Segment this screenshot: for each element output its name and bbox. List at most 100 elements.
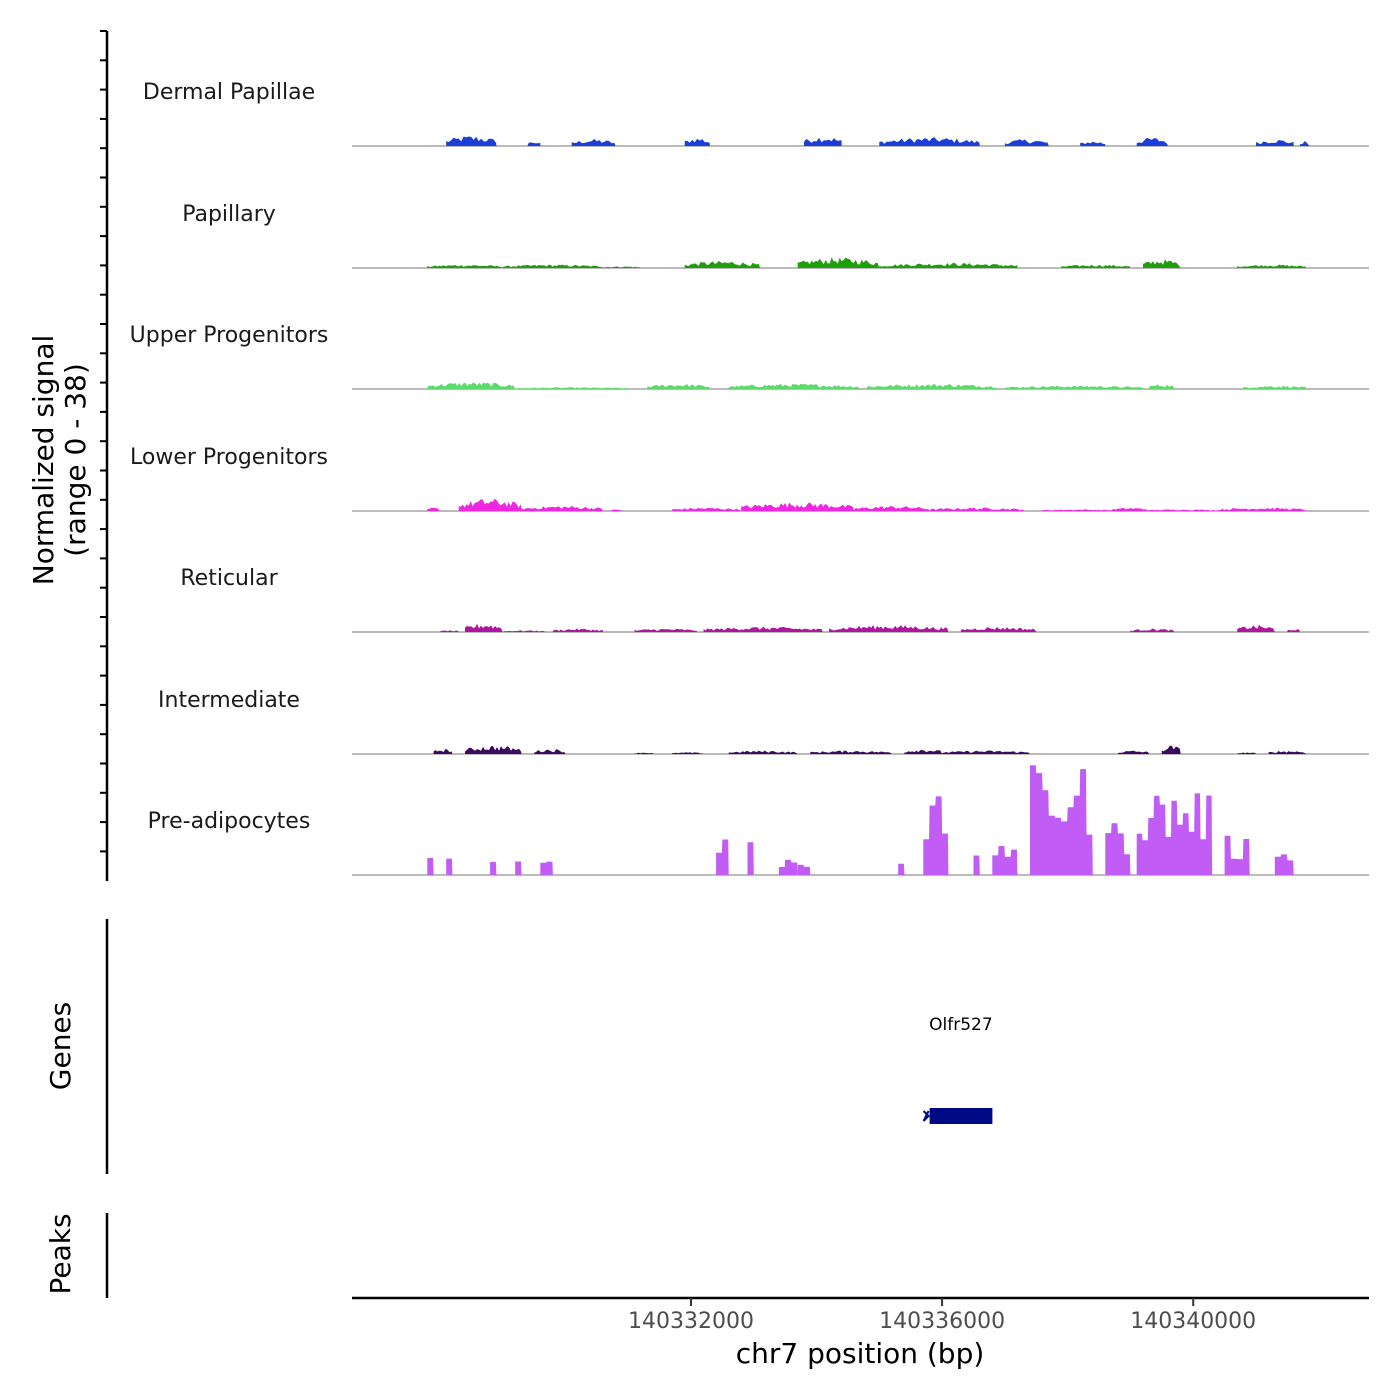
y-axis-title-line1: Normalized signal	[27, 335, 60, 586]
track-label: Intermediate	[158, 688, 300, 713]
gene-annotations: Olfr527	[922, 1015, 993, 1124]
track-label: Reticular	[180, 566, 278, 591]
track-lower-progenitors: Lower Progenitors	[130, 445, 1369, 512]
x-axis-ticks: 140332000 140336000 140340000	[628, 1298, 1256, 1334]
signal-region	[439, 630, 459, 632]
track-intermediate: Intermediate	[158, 688, 1369, 755]
gene-exon	[929, 1108, 993, 1124]
signal-region	[778, 859, 798, 875]
signal-region	[1237, 624, 1275, 632]
x-axis-title: chr7 position (bp)	[736, 1337, 985, 1370]
signal-region	[1268, 751, 1307, 754]
signal-region	[1042, 509, 1112, 511]
x-tick-label: 140340000	[1130, 1309, 1256, 1334]
signal-region	[1117, 750, 1150, 754]
signal-region	[1004, 139, 1049, 146]
signal-region	[797, 864, 811, 875]
signal-region	[427, 507, 440, 511]
signal-region	[609, 509, 622, 511]
x-tick-label: 140332000	[628, 1309, 754, 1334]
signal-region	[728, 383, 861, 389]
signal-region	[446, 136, 497, 146]
x-tick-label: 140336000	[879, 1309, 1005, 1334]
signal-region	[552, 628, 604, 632]
signal-region	[647, 384, 710, 389]
signal-region	[684, 138, 710, 146]
signal-region	[1149, 384, 1175, 389]
signal-region	[1218, 507, 1307, 511]
track-label: Upper Progenitors	[130, 323, 329, 348]
coverage-tracks: Dermal Papillae Papillary Upper Progenitor…	[130, 80, 1369, 876]
signal-region	[515, 387, 629, 389]
signal-region	[1136, 137, 1169, 146]
signal-region	[1224, 835, 1250, 875]
signal-region	[502, 264, 604, 268]
signal-region	[515, 861, 522, 875]
signal-region	[879, 262, 1018, 268]
signal-region	[1130, 628, 1175, 632]
signal-region	[458, 498, 522, 511]
signal-region	[879, 137, 980, 146]
signal-region	[1237, 752, 1256, 754]
signal-region	[866, 384, 999, 389]
signal-region	[898, 863, 905, 875]
signal-region	[465, 746, 522, 754]
signal-region	[904, 750, 943, 754]
signal-region	[1004, 385, 1143, 389]
signal-region	[672, 507, 742, 511]
signal-region	[829, 625, 949, 632]
signal-region	[973, 855, 980, 875]
signal-region	[1143, 259, 1181, 268]
signal-region	[992, 846, 1018, 875]
signal-region	[1274, 854, 1294, 875]
signal-region	[1243, 385, 1307, 389]
signal-region	[1299, 141, 1310, 146]
signal-region	[716, 839, 729, 875]
track-label: Dermal Papillae	[143, 80, 315, 105]
signal-region	[810, 750, 892, 754]
track-label: Pre-adipocytes	[148, 809, 311, 834]
track-reticular: Reticular	[180, 566, 1369, 633]
track-upper-progenitors: Upper Progenitors	[130, 323, 1369, 390]
signal-region	[1149, 509, 1219, 511]
signal-region	[465, 623, 503, 632]
signal-region	[728, 750, 798, 754]
signal-region	[804, 137, 842, 146]
signal-region	[797, 257, 880, 268]
signal-region	[854, 506, 930, 511]
track-pre-adipocytes: Pre-adipocytes	[148, 765, 1369, 876]
signal-region	[1111, 507, 1150, 511]
y-axis-title-line2: (range 0 - 38)	[59, 363, 92, 557]
signal-region	[427, 265, 503, 268]
signal-region	[603, 266, 641, 268]
signal-region	[1237, 264, 1307, 268]
signal-region	[521, 506, 604, 511]
signal-region	[1287, 629, 1300, 632]
signal-region	[571, 138, 616, 146]
strand-arrow	[922, 1110, 930, 1122]
peaks-panel-title: Peaks	[44, 1213, 77, 1294]
track-label: Papillary	[182, 202, 276, 227]
track-papillary: Papillary	[182, 202, 1369, 269]
signal-region	[527, 142, 541, 146]
signal-region	[747, 842, 754, 875]
signal-region	[433, 749, 453, 754]
signal-region	[684, 261, 761, 268]
signal-region	[1161, 745, 1181, 754]
signal-region	[502, 630, 547, 632]
signal-region	[634, 752, 654, 754]
signal-region	[446, 858, 453, 875]
gene-olfr527: Olfr527	[922, 1015, 993, 1124]
genes-panel-title: Genes	[44, 1002, 77, 1090]
signal-region	[923, 796, 949, 875]
coverage-y-axis-ticks	[100, 30, 107, 853]
signal-region	[490, 861, 497, 875]
signal-region	[1061, 264, 1131, 268]
signal-region	[534, 749, 566, 754]
signal-region	[672, 752, 704, 754]
signal-region	[634, 628, 698, 632]
signal-region	[1030, 765, 1093, 875]
signal-region	[741, 502, 855, 511]
signal-region	[703, 626, 823, 632]
